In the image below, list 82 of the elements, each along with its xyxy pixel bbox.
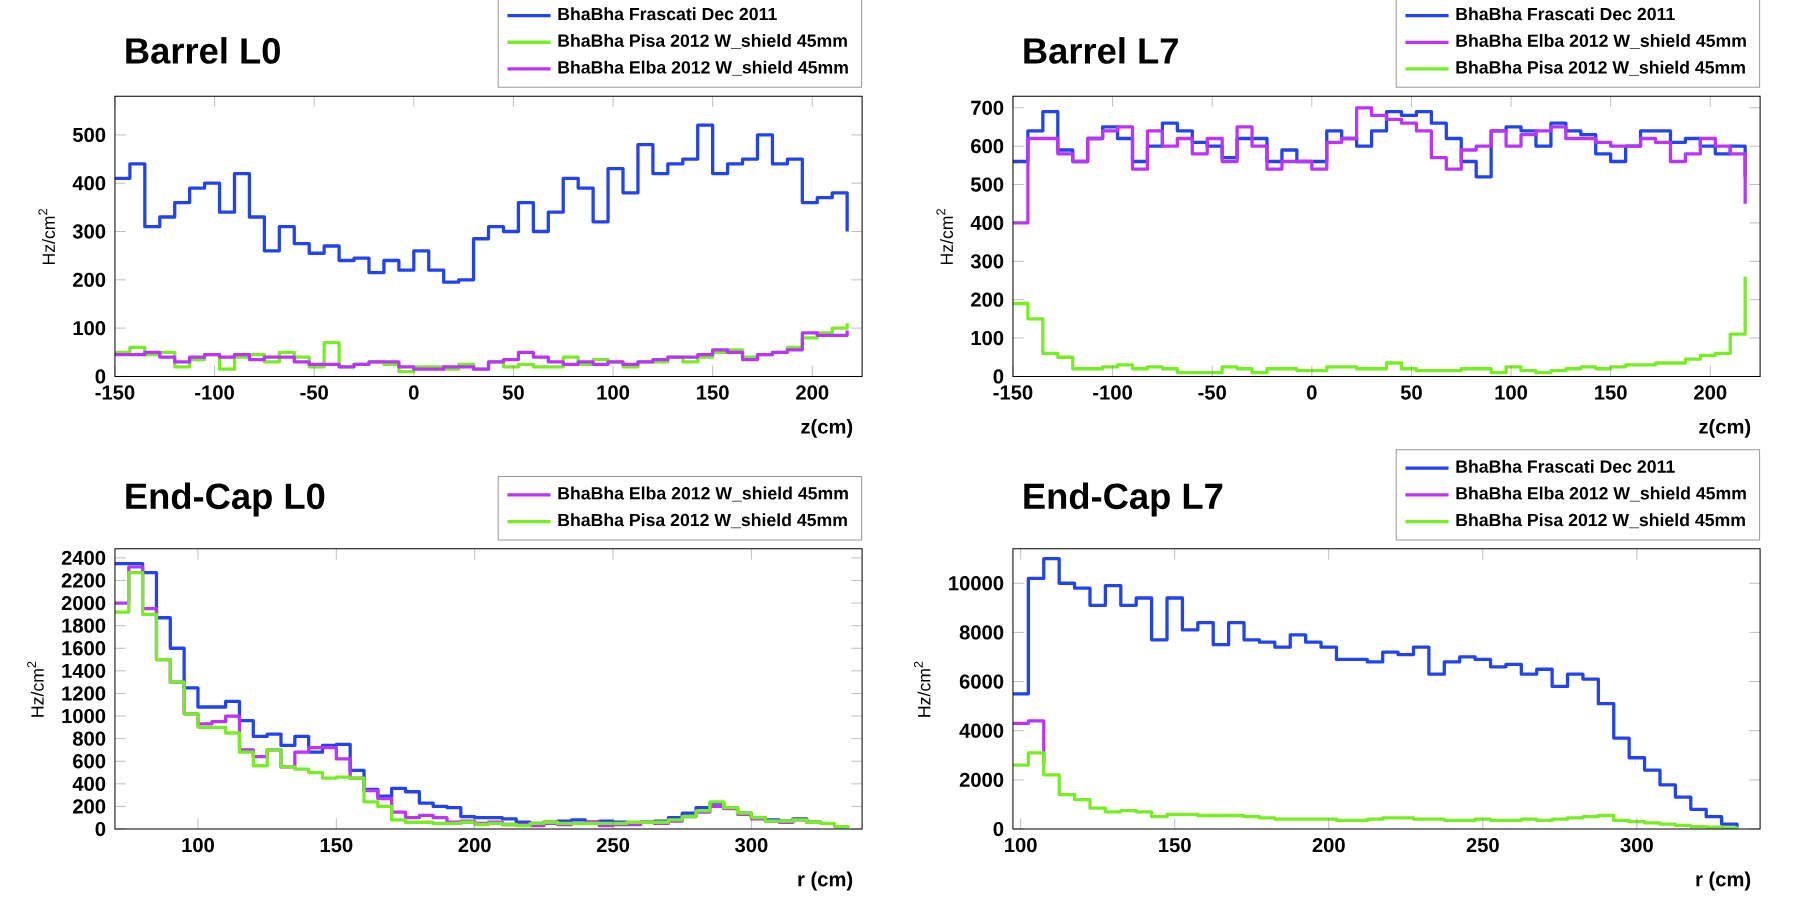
y-tick-label: 400 — [72, 776, 106, 792]
x-tick-label: 200 — [1312, 838, 1345, 853]
x-tick-label: 150 — [697, 385, 729, 400]
y-tick-label: 0 — [95, 369, 106, 384]
legend-label: BhaBha Elba 2012 W_shield 45mm — [558, 486, 848, 502]
y-axis-title: Hz/cm$^{2}$ — [936, 209, 953, 265]
chart-title: Barrel L0 — [126, 37, 280, 64]
x-tick-label: 200 — [458, 838, 491, 853]
y-axis-title: Hz/cm$^{2}$ — [27, 661, 44, 717]
x-tick-label: 100 — [1005, 838, 1037, 853]
x-tick-label: -150 — [993, 385, 1033, 400]
x-tick-label: 100 — [597, 385, 630, 400]
x-tick-label: 0 — [1306, 385, 1317, 400]
y-tick-label: 10000 — [949, 576, 1004, 591]
x-tick-label: -100 — [195, 385, 234, 400]
legend-label: BhaBha Frascati Dec 2011 — [1456, 459, 1675, 473]
x-tick-label: 0 — [408, 385, 419, 400]
y-tick-label: 800 — [72, 731, 106, 746]
y-tick-label: 600 — [73, 754, 106, 769]
y-tick-label: 2200 — [61, 573, 106, 588]
x-tick-label: 150 — [1159, 838, 1191, 853]
y-tick-label: 1000 — [62, 708, 106, 724]
y-tick-label: 600 — [971, 139, 1004, 154]
y-tick-label: 1800 — [62, 618, 106, 633]
chart-title: Barrel L7 — [1024, 37, 1178, 64]
y-axis-title: Hz/cm$^{2}$ — [913, 661, 931, 717]
legend-label: BhaBha Elba 2012 W_shield 45mm — [558, 60, 848, 76]
y-tick-label: 1200 — [62, 686, 106, 701]
chart-title: End-Cap L0 — [126, 482, 325, 517]
y-tick-label: 2000 — [61, 595, 106, 611]
y-tick-label: 200 — [73, 799, 106, 814]
y-tick-label: 8000 — [959, 625, 1004, 640]
y-tick-label: 200 — [73, 272, 106, 288]
x-tick-label: 200 — [1694, 385, 1727, 400]
x-tick-label: 50 — [1400, 385, 1422, 400]
x-axis-title: z(cm) — [1699, 419, 1751, 438]
y-tick-label: 500 — [970, 177, 1004, 192]
x-tick-label: 150 — [320, 838, 353, 853]
x-tick-label: -50 — [1198, 385, 1226, 400]
y-tick-label: 4000 — [959, 723, 1004, 738]
y-tick-label: 1400 — [62, 663, 106, 679]
legend-label: BhaBha Pisa 2012 W_shield 45mm — [558, 513, 847, 529]
x-tick-label: 300 — [735, 838, 768, 853]
x-tick-label: -50 — [300, 385, 328, 400]
legend-label: BhaBha Pisa 2012 W_shield 45mm — [1456, 60, 1745, 76]
x-tick-label: 300 — [1620, 838, 1653, 853]
y-tick-label: 2400 — [61, 550, 106, 566]
x-tick-label: 250 — [1466, 838, 1499, 853]
x-axis-title: r (cm) — [1696, 871, 1751, 891]
y-axis-title: Hz/cm$^{2}$ — [38, 209, 55, 265]
x-tick-label: 50 — [502, 385, 524, 400]
legend-label: BhaBha Pisa 2012 W_shield 45mm — [558, 34, 847, 49]
y-tick-label: 2000 — [959, 772, 1004, 788]
y-tick-label: 100 — [971, 330, 1004, 346]
y-tick-label: 100 — [73, 321, 106, 336]
y-tick-label: 0 — [993, 821, 1004, 837]
y-tick-label: 0 — [993, 369, 1004, 384]
y-tick-label: 300 — [970, 254, 1004, 269]
y-tick-label: 6000 — [959, 674, 1004, 689]
legend-label: BhaBha Frascati Dec 2011 — [1456, 7, 1675, 21]
y-tick-label: 400 — [72, 176, 106, 191]
y-tick-label: 1600 — [62, 641, 106, 656]
legend-label: BhaBha Elba 2012 W_shield 45mm — [1456, 34, 1746, 49]
y-tick-label: 0 — [95, 821, 106, 837]
x-axis-title: z(cm) — [801, 419, 853, 438]
x-tick-label: 150 — [1595, 385, 1627, 400]
legend-label: BhaBha Frascati Dec 2011 — [558, 7, 777, 21]
y-tick-label: 500 — [72, 127, 106, 143]
legend-label: BhaBha Pisa 2012 W_shield 45mm — [1456, 513, 1745, 529]
y-tick-label: 200 — [971, 292, 1004, 307]
x-axis-title: r (cm) — [798, 871, 853, 891]
x-tick-label: 100 — [1495, 385, 1528, 400]
y-tick-label: 700 — [971, 100, 1004, 115]
y-tick-label: 300 — [72, 224, 106, 239]
x-tick-label: 250 — [596, 838, 630, 853]
x-tick-label: -100 — [1093, 385, 1132, 400]
y-tick-label: 400 — [970, 215, 1004, 231]
chart-title: End-Cap L7 — [1024, 482, 1223, 517]
x-tick-label: -150 — [95, 385, 135, 400]
x-tick-label: 100 — [182, 838, 214, 853]
legend-label: BhaBha Elba 2012 W_shield 45mm — [1456, 486, 1746, 502]
x-tick-label: 200 — [796, 385, 829, 400]
